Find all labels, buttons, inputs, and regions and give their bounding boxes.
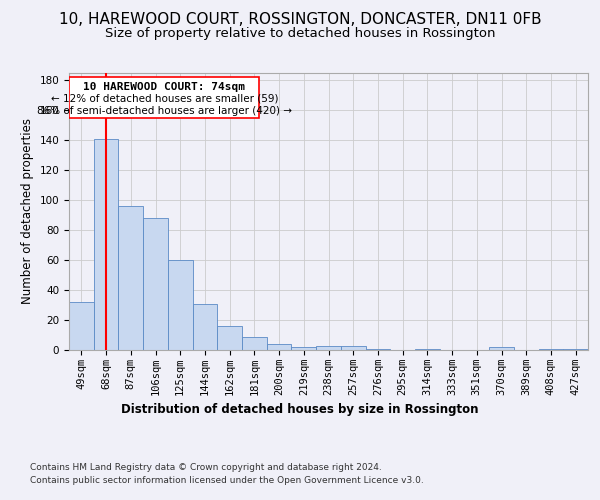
Bar — [94, 138, 118, 350]
Text: Contains HM Land Registry data © Crown copyright and database right 2024.: Contains HM Land Registry data © Crown c… — [30, 462, 382, 471]
Bar — [415, 348, 440, 350]
Text: Distribution of detached houses by size in Rossington: Distribution of detached houses by size … — [121, 402, 479, 415]
FancyBboxPatch shape — [70, 77, 259, 118]
Bar — [118, 206, 143, 350]
Bar — [168, 260, 193, 350]
Bar — [69, 302, 94, 350]
Bar — [365, 348, 390, 350]
Text: 10 HAREWOOD COURT: 74sqm: 10 HAREWOOD COURT: 74sqm — [83, 82, 245, 92]
Bar — [316, 346, 341, 350]
Text: 10, HAREWOOD COURT, ROSSINGTON, DONCASTER, DN11 0FB: 10, HAREWOOD COURT, ROSSINGTON, DONCASTE… — [59, 12, 541, 28]
Bar — [242, 336, 267, 350]
Bar — [489, 347, 514, 350]
Text: 86% of semi-detached houses are larger (420) →: 86% of semi-detached houses are larger (… — [37, 106, 292, 116]
Bar — [563, 348, 588, 350]
Bar — [341, 346, 365, 350]
Y-axis label: Number of detached properties: Number of detached properties — [21, 118, 34, 304]
Bar — [539, 348, 563, 350]
Text: ← 12% of detached houses are smaller (59): ← 12% of detached houses are smaller (59… — [50, 94, 278, 104]
Bar — [143, 218, 168, 350]
Bar — [267, 344, 292, 350]
Bar — [193, 304, 217, 350]
Text: Contains public sector information licensed under the Open Government Licence v3: Contains public sector information licen… — [30, 476, 424, 485]
Bar — [292, 347, 316, 350]
Text: Size of property relative to detached houses in Rossington: Size of property relative to detached ho… — [105, 28, 495, 40]
Bar — [217, 326, 242, 350]
